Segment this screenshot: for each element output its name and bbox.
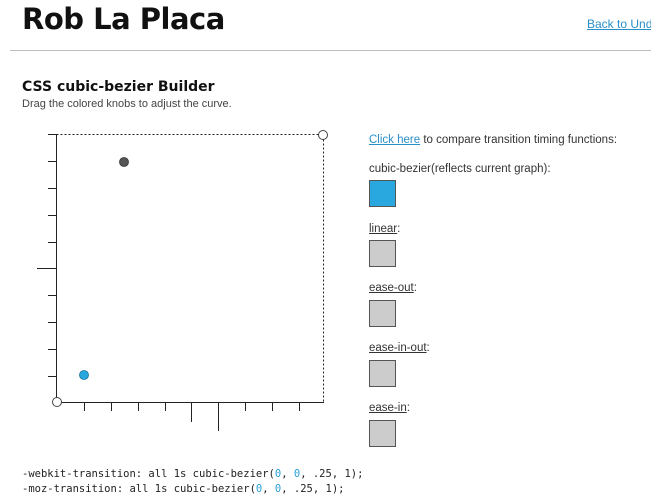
code-line-webkit: -webkit-transition: all 1s cubic-bezier(… xyxy=(22,468,364,480)
timing-label-cubic-bezier: cubic-bezier(reflects current graph): xyxy=(369,163,551,175)
control-point-2-knob[interactable] xyxy=(119,157,129,167)
code-prefix: -webkit-transition: all 1s cubic-bezier( xyxy=(22,468,275,480)
timing-label-linear: linear: xyxy=(369,223,400,235)
code-arg: 0 xyxy=(293,468,301,480)
timing-swatch-ease-out[interactable] xyxy=(369,300,396,327)
code-arg: 1 xyxy=(325,483,332,495)
timing-label-ease-in-out: ease-in-out: xyxy=(369,342,430,354)
end-point-knob xyxy=(318,130,328,140)
code-arg: 0 xyxy=(274,468,282,480)
graph-frame xyxy=(56,134,324,403)
timing-suffix: (reflects current graph): xyxy=(431,163,551,175)
timing-suffix: : xyxy=(413,282,417,294)
timing-suffix: : xyxy=(406,402,410,414)
compare-text: Click here to compare transition timing … xyxy=(369,134,617,146)
graph-ticks xyxy=(37,134,300,431)
code-arg: .25 xyxy=(293,483,313,495)
code-suffix: ); xyxy=(350,468,364,480)
timing-name: cubic-bezier xyxy=(369,163,431,175)
builder-title: CSS cubic-bezier Builder xyxy=(22,79,215,95)
timing-suffix: : xyxy=(426,342,430,354)
compare-link[interactable]: Click here xyxy=(369,134,421,146)
code-line-moz: -moz-transition: all 1s cubic-bezier(0, … xyxy=(22,483,345,495)
code-arg: 1 xyxy=(344,468,351,480)
timing-swatch-cubic-bezier[interactable] xyxy=(369,180,396,207)
code-suffix: ); xyxy=(331,483,345,495)
timing-swatch-ease-in[interactable] xyxy=(369,420,396,447)
code-prefix: -moz-transition: all 1s cubic-bezier( xyxy=(22,483,256,495)
control-point-1-knob[interactable] xyxy=(79,370,89,380)
timing-suffix: : xyxy=(397,223,401,235)
timing-name[interactable]: linear xyxy=(369,223,398,235)
graph-axes xyxy=(56,134,324,403)
header-divider xyxy=(10,50,651,51)
back-link[interactable]: Back to Und xyxy=(587,17,651,31)
timing-label-ease-out: ease-out: xyxy=(369,282,417,294)
builder-subtitle: Drag the colored knobs to adjust the cur… xyxy=(22,98,232,110)
timing-name[interactable]: ease-in-out xyxy=(369,342,427,354)
compare-description: to compare transition timing functions: xyxy=(420,134,618,146)
timing-label-ease-in: ease-in: xyxy=(369,402,410,414)
timing-name[interactable]: ease-out xyxy=(369,282,414,294)
code-arg: 0 xyxy=(255,483,263,495)
timing-swatch-linear[interactable] xyxy=(369,240,396,267)
bezier-graph[interactable] xyxy=(30,126,335,441)
timing-name[interactable]: ease-in xyxy=(369,402,407,414)
timing-swatch-ease-in-out[interactable] xyxy=(369,360,396,387)
code-arg: .25 xyxy=(312,468,332,480)
site-title: Rob La Placa xyxy=(22,2,225,36)
start-point-knob xyxy=(52,397,62,407)
code-arg: 0 xyxy=(274,483,282,495)
